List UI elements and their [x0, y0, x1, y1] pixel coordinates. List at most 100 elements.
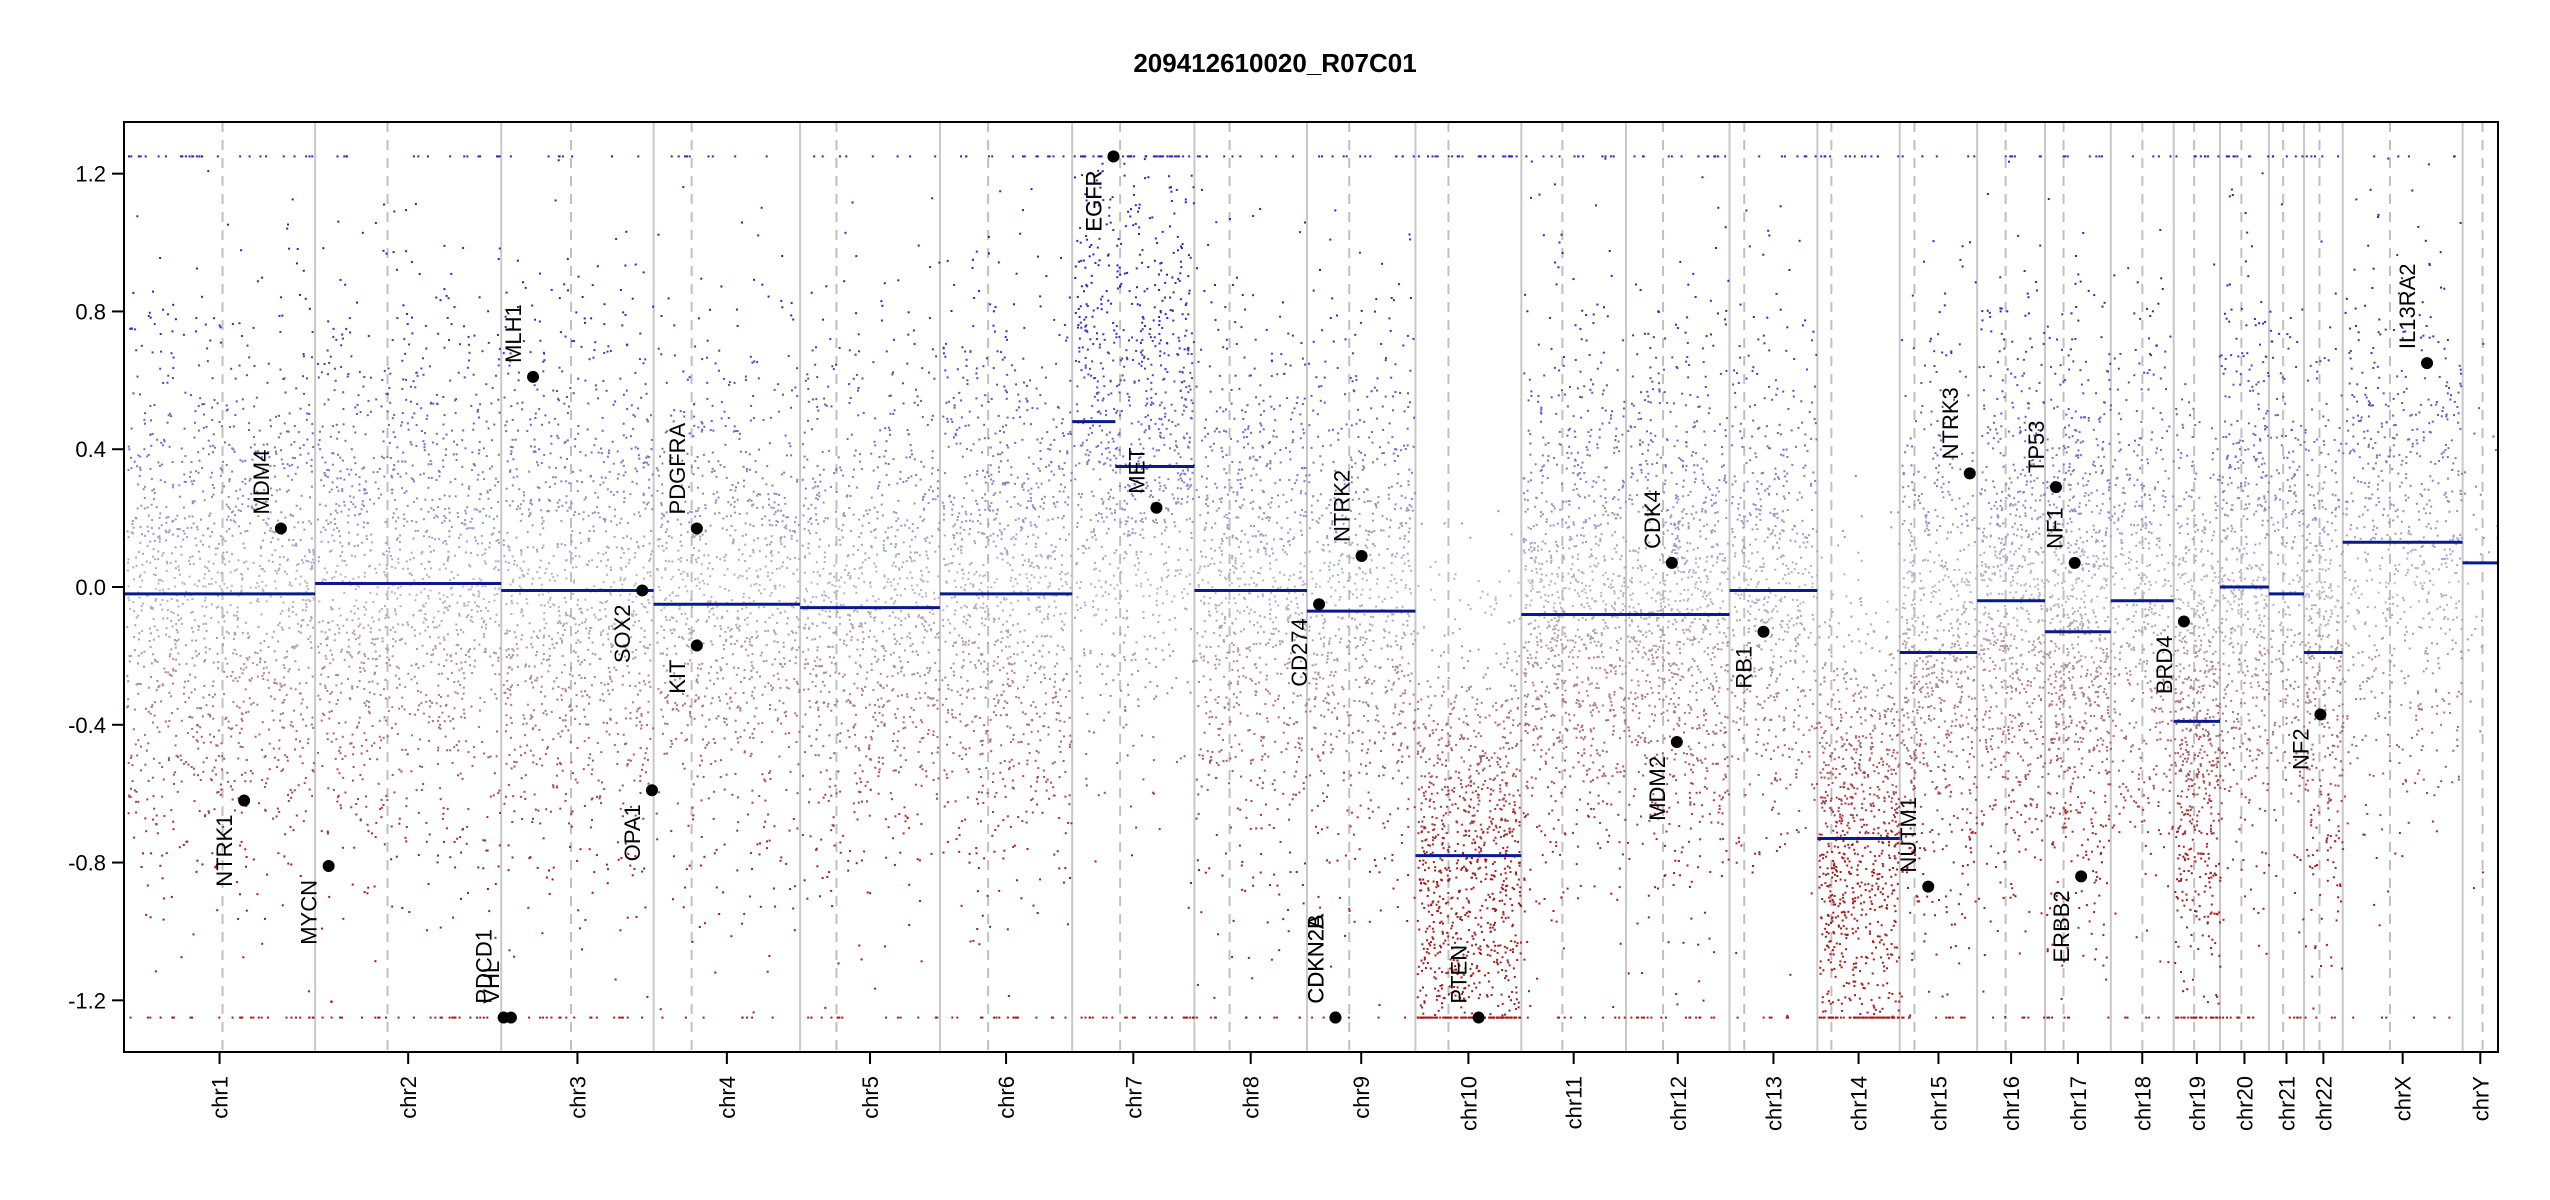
- probe-point: [610, 155, 613, 158]
- probe-point: [150, 676, 152, 678]
- probe-point: [233, 450, 236, 453]
- probe-point: [343, 559, 346, 562]
- probe-point: [683, 411, 686, 413]
- probe-point: [607, 638, 610, 641]
- probe-point: [765, 483, 768, 486]
- probe-point: [702, 453, 705, 456]
- probe-point: [513, 560, 516, 562]
- probe-point: [180, 719, 183, 722]
- probe-point: [457, 774, 459, 777]
- probe-point: [717, 460, 720, 463]
- probe-point: [424, 498, 427, 501]
- probe-point: [513, 748, 516, 751]
- probe-point: [642, 494, 645, 497]
- probe-point: [764, 537, 767, 540]
- probe-point: [240, 578, 243, 581]
- probe-point: [534, 808, 537, 811]
- probe-point: [144, 707, 147, 710]
- probe-point: [369, 631, 372, 633]
- probe-point: [584, 379, 587, 382]
- probe-point: [302, 561, 305, 564]
- probe-point: [197, 747, 200, 750]
- probe-point: [577, 659, 580, 662]
- probe-point: [767, 498, 770, 501]
- probe-point: [256, 703, 259, 706]
- probe-point: [447, 550, 450, 553]
- probe-point: [567, 289, 569, 292]
- probe-point: [622, 393, 625, 396]
- probe-point: [305, 559, 308, 562]
- probe-point: [631, 651, 634, 654]
- probe-point: [634, 552, 637, 555]
- probe-point: [425, 821, 428, 824]
- probe-point: [225, 503, 228, 506]
- probe-point: [634, 263, 637, 266]
- probe-point: [128, 599, 131, 602]
- probe-point: [415, 521, 418, 524]
- probe-point: [566, 412, 569, 415]
- probe-point: [529, 351, 532, 354]
- probe-point: [736, 737, 739, 740]
- probe-point: [257, 600, 260, 603]
- probe-point: [497, 155, 500, 158]
- probe-point: [686, 575, 689, 577]
- probe-point: [755, 471, 758, 474]
- probe-point: [339, 555, 342, 557]
- probe-point: [738, 437, 741, 440]
- probe-point: [841, 1016, 844, 1019]
- probe-point: [451, 671, 453, 674]
- probe-point: [386, 456, 389, 458]
- probe-point: [786, 567, 788, 569]
- probe-point: [435, 514, 438, 517]
- probe-point: [565, 614, 568, 617]
- probe-point: [358, 371, 361, 374]
- probe-point: [243, 663, 246, 665]
- probe-point: [540, 509, 543, 512]
- probe-point: [471, 469, 473, 472]
- probe-point: [785, 715, 787, 718]
- probe-point: [129, 1016, 132, 1019]
- probe-point: [208, 569, 210, 572]
- probe-point: [174, 771, 177, 774]
- probe-point: [698, 581, 701, 584]
- probe-point: [469, 1016, 472, 1019]
- probe-point: [634, 855, 637, 858]
- probe-point: [762, 418, 765, 421]
- probe-point: [248, 697, 251, 700]
- probe-point: [567, 405, 570, 408]
- probe-point: [606, 600, 609, 603]
- probe-point: [157, 461, 160, 464]
- probe-point: [247, 505, 250, 508]
- probe-point: [719, 666, 722, 669]
- probe-point: [327, 676, 330, 679]
- probe-point: [644, 507, 647, 510]
- probe-point: [671, 632, 674, 635]
- probe-point: [624, 471, 627, 474]
- probe-point: [881, 714, 884, 717]
- probe-point: [269, 595, 272, 598]
- probe-point: [158, 730, 161, 733]
- probe-point: [464, 523, 467, 526]
- probe-point: [167, 414, 170, 417]
- probe-point: [442, 601, 444, 604]
- probe-point: [425, 618, 428, 621]
- probe-point: [183, 473, 186, 476]
- probe-point: [412, 1016, 415, 1019]
- probe-point: [664, 531, 667, 534]
- probe-point: [462, 692, 465, 695]
- probe-point: [252, 1016, 255, 1019]
- probe-point: [727, 626, 730, 629]
- probe-point: [681, 578, 684, 581]
- probe-point: [253, 443, 256, 446]
- probe-point: [678, 468, 681, 471]
- probe-point: [191, 598, 194, 600]
- probe-point: [459, 836, 462, 839]
- probe-point: [390, 474, 393, 477]
- probe-point: [162, 617, 165, 620]
- probe-point: [278, 747, 281, 750]
- probe-point: [231, 323, 234, 325]
- probe-point: [216, 652, 219, 655]
- probe-point: [196, 731, 199, 734]
- probe-point: [291, 725, 294, 728]
- probe-point: [476, 478, 479, 481]
